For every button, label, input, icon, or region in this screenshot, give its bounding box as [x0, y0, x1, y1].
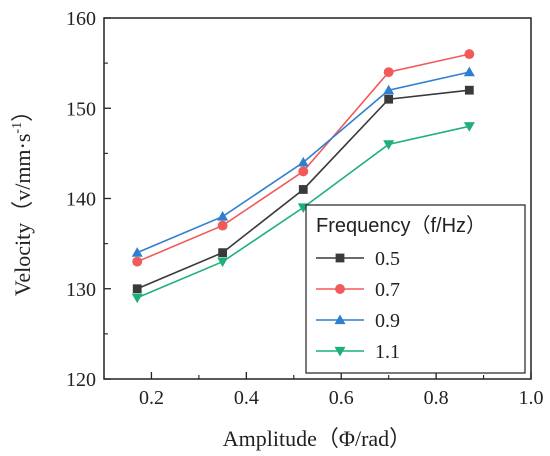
- data-point: [297, 156, 309, 167]
- legend-item: 0.5: [316, 248, 400, 270]
- data-point: [464, 49, 475, 60]
- data-point: [217, 220, 228, 231]
- data-point: [384, 94, 394, 104]
- legend-swatch-marker: [334, 314, 346, 325]
- legend-item: 0.7: [316, 279, 400, 301]
- x-tick-label: 0.2: [139, 387, 164, 409]
- data-point: [464, 85, 474, 95]
- legend-swatch-marker: [335, 284, 345, 294]
- plot-frame: [103, 17, 532, 380]
- series-0.7: [132, 49, 475, 267]
- series-0.9: [131, 66, 475, 257]
- x-tick-label: 0.4: [234, 387, 259, 409]
- legend-item: 1.1: [316, 341, 400, 363]
- y-axis-title: Velocity（v/mm·s-1）: [10, 100, 35, 296]
- y-axis-title-close: ）: [10, 100, 35, 122]
- y-tick-label: 130: [66, 279, 96, 301]
- legend-items: 0.5 0.7 0.9 1.1: [316, 248, 400, 363]
- x-tick-labels: 0.2 0.4 0.6 0.8 1.0: [139, 387, 544, 409]
- legend-swatch-marker: [335, 253, 345, 263]
- x-axis-title: Amplitude（Φ/rad）: [223, 426, 411, 451]
- series-layer: [131, 49, 475, 304]
- data-point: [217, 211, 229, 221]
- y-tick-label: 120: [66, 369, 96, 391]
- x-tick-label: 0.8: [424, 387, 449, 409]
- data-point: [217, 257, 229, 268]
- y-tick-labels: 120 130 140 150 160: [66, 8, 96, 391]
- legend-label: 0.7: [375, 279, 400, 301]
- legend-swatch-marker: [334, 346, 346, 357]
- x-tick-label: 0.6: [329, 387, 354, 409]
- data-point: [463, 122, 475, 132]
- y-axis-title-sup: -1: [10, 122, 25, 134]
- data-point: [132, 284, 142, 294]
- legend-label: 0.5: [375, 248, 400, 270]
- y-tick-label: 140: [66, 189, 96, 211]
- legend-label: 1.1: [375, 341, 400, 363]
- data-point: [218, 248, 228, 258]
- data-point: [463, 66, 475, 77]
- data-point: [132, 256, 143, 267]
- y-axis-title-main: Velocity（v/mm·s: [10, 134, 35, 297]
- y-tick-label: 150: [66, 98, 96, 120]
- data-point: [131, 247, 143, 257]
- y-tick-label: 160: [66, 8, 96, 30]
- data-point: [383, 67, 394, 78]
- legend-title: Frequency（f/Hz）: [316, 214, 486, 237]
- data-point: [383, 140, 395, 150]
- data-point: [298, 166, 309, 177]
- data-point: [131, 293, 143, 304]
- series-0.5: [132, 85, 474, 294]
- legend-label: 0.9: [375, 310, 400, 332]
- data-point: [298, 185, 308, 194]
- legend-item: 0.9: [316, 310, 400, 332]
- legend: Frequency（f/Hz） 0.5 0.7 0.9 1.1: [305, 204, 526, 374]
- data-point: [383, 84, 395, 95]
- x-tick-label: 1.0: [519, 387, 544, 409]
